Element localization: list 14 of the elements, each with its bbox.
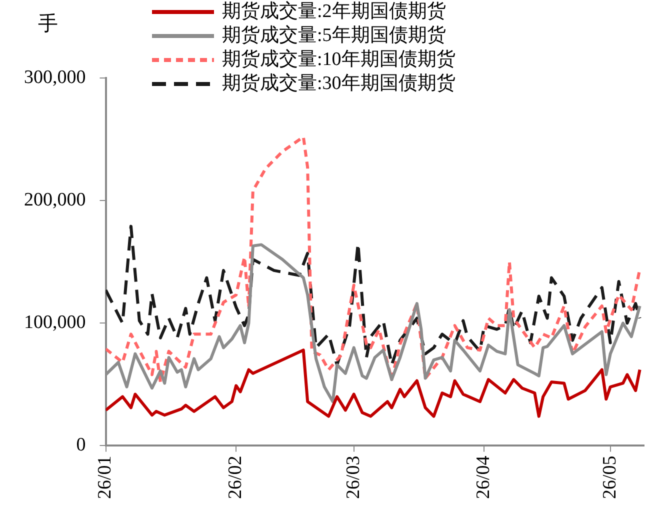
y-tick-label: 300,000 [24,66,86,88]
y-tick-label: 0 [76,434,86,456]
legend-label: 期货成交量:2年期国债期货 [222,0,446,24]
y-axis-title: 手 [38,12,58,37]
y-tick-label: 200,000 [24,190,86,211]
legend-label: 期货成交量:30年期国债期货 [222,72,456,96]
x-tick-label: 26/04 [473,455,494,499]
x-tick-label: 26/05 [599,456,620,499]
x-tick-label: 26/02 [225,456,246,499]
x-tick-label: 26/01 [94,456,116,499]
legend-label: 期货成交量:5年期国债期货 [222,24,446,48]
y-tick-label: 100,000 [24,312,86,334]
x-tick-label: 26/03 [342,456,364,499]
legend-label: 期货成交量:10年期国债期货 [222,48,456,72]
